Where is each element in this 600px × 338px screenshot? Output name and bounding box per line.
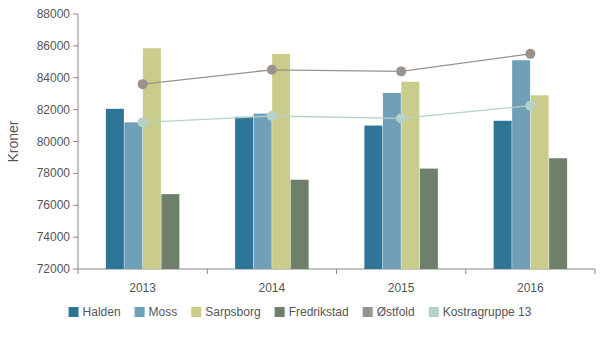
bar	[401, 82, 419, 269]
y-tick-label: 78000	[37, 166, 71, 180]
legend: Halden Moss Sarpsborg Fredrikstad Østfold Kos…	[69, 305, 532, 319]
bar	[161, 194, 179, 269]
bar	[235, 117, 253, 269]
bar	[420, 169, 438, 269]
x-tick	[78, 269, 79, 274]
y-tick-label: 86000	[37, 39, 71, 53]
legend-swatch	[191, 307, 201, 317]
line-marker	[525, 49, 535, 59]
y-tick-label: 84000	[37, 71, 71, 85]
legend-swatch	[363, 307, 373, 317]
line-marker	[267, 65, 277, 75]
y-tick-label: 76000	[37, 198, 71, 212]
y-tick	[73, 237, 78, 238]
chart: 72000 74000 76000 78000 80000 82000 84000 86000…	[0, 0, 600, 338]
legend-swatch	[69, 307, 79, 317]
x-tick	[595, 269, 596, 274]
legend-label: Fredrikstad	[289, 305, 349, 319]
x-tick-label: 2014	[259, 281, 286, 295]
line-marker	[138, 79, 148, 89]
bar	[106, 109, 124, 269]
legend-label: Østfold	[377, 305, 415, 319]
legend-swatch	[275, 307, 285, 317]
x-tick-label: 2016	[517, 281, 544, 295]
x-tick	[465, 269, 466, 274]
y-tick	[73, 173, 78, 174]
y-tick	[73, 205, 78, 206]
y-tick-label: 82000	[37, 103, 71, 117]
y-axis	[78, 14, 79, 269]
bar	[254, 114, 272, 269]
line-marker	[396, 66, 406, 76]
y-tick	[73, 109, 78, 110]
y-axis-title: Kroner	[5, 120, 21, 162]
y-tick-label: 72000	[37, 262, 71, 276]
x-tick	[336, 269, 337, 274]
legend-label: Halden	[83, 305, 121, 319]
x-tick-label: 2015	[388, 281, 415, 295]
bar	[531, 95, 549, 269]
bar	[272, 54, 290, 269]
bar	[364, 126, 382, 269]
legend-swatch	[135, 307, 145, 317]
y-tick-label: 80000	[37, 135, 71, 149]
legend-label: Kostragruppe 13	[443, 305, 532, 319]
line	[143, 54, 531, 84]
line-marker	[525, 101, 535, 111]
line-marker	[267, 111, 277, 121]
x-tick-label: 2013	[129, 281, 156, 295]
marks	[106, 48, 567, 269]
y-tick-label: 74000	[37, 230, 71, 244]
y-tick-label: 88000	[37, 7, 71, 21]
x-tick	[207, 269, 208, 274]
bar	[494, 121, 512, 269]
legend-label: Moss	[149, 305, 178, 319]
y-tick	[73, 45, 78, 46]
legend-label: Sarpsborg	[205, 305, 260, 319]
line	[143, 106, 531, 123]
bar	[124, 122, 142, 269]
y-tick	[73, 141, 78, 142]
y-tick	[73, 77, 78, 78]
line-marker	[396, 113, 406, 123]
legend-swatch	[429, 307, 439, 317]
bar	[291, 180, 309, 269]
y-tick	[73, 269, 78, 270]
bar	[512, 60, 530, 269]
line-marker	[138, 117, 148, 127]
y-tick	[73, 14, 78, 15]
bar	[549, 158, 567, 269]
